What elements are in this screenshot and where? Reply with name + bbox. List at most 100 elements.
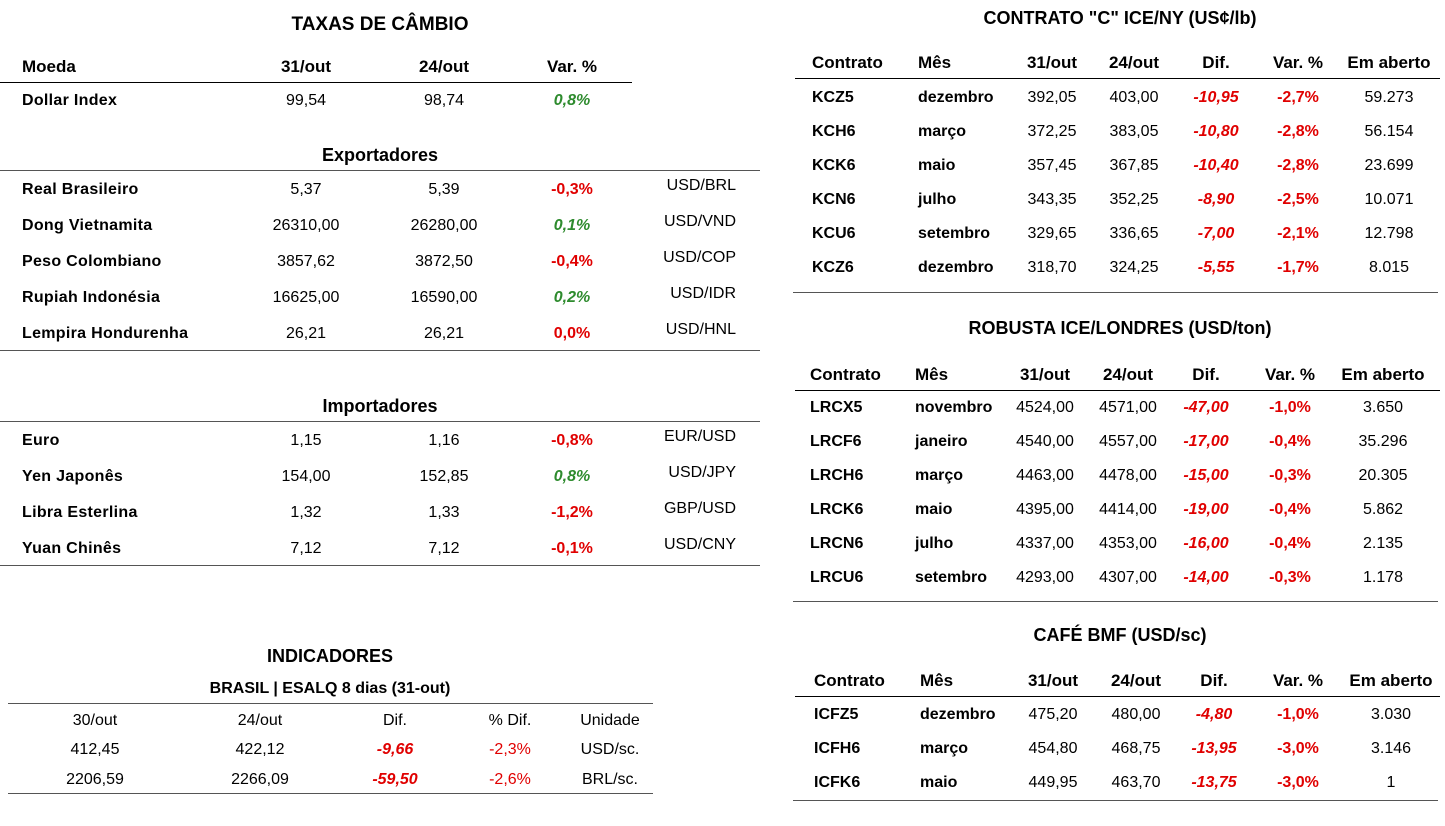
cell-3: 480,00: [1111, 706, 1161, 723]
currency-pair: USD/IDR: [670, 285, 736, 302]
cell-1: maio: [918, 157, 956, 174]
cell-1: maio: [915, 501, 953, 518]
currency-name: Yuan Chinês: [22, 540, 122, 557]
cell-2: 318,70: [1027, 259, 1077, 276]
cell-4: -10,80: [1193, 123, 1239, 140]
value-31-out: 26310,00: [272, 217, 340, 234]
exporters-title: Exportadores: [321, 145, 439, 165]
indicators-header-cell: 24/out: [237, 712, 283, 729]
cell-0: LRCU6: [810, 569, 864, 586]
cell-3: 383,05: [1109, 123, 1159, 140]
header-moeda: Moeda: [22, 57, 76, 76]
robusta-row: LRCH6 março 4463,00 4478,00 -15,00 -0,3% 20.30…: [0, 463, 1445, 489]
fx-row: Yuan Chinês 7,12 7,12 -0,1% USD/CNY: [0, 536, 760, 562]
header-0: Contrato: [814, 671, 885, 690]
ice_ny-header-divider: [795, 78, 1440, 79]
cell-2: 4524,00: [1016, 399, 1074, 416]
value-24-out: 26280,00: [410, 217, 478, 234]
var-percent: -0,8%: [551, 432, 593, 449]
value-31-out: 3857,62: [277, 253, 335, 270]
cell-3: 403,00: [1109, 89, 1159, 106]
indicators-cell: USD/sc.: [580, 741, 640, 758]
cell-4: -8,90: [1197, 191, 1235, 208]
importers-bottom-divider: [0, 565, 760, 566]
cell-6: 8.015: [1368, 259, 1410, 276]
ice_ny-row: KCZ5 dezembro 392,05 403,00 -10,95 -2,7% 59.27…: [0, 85, 1445, 111]
value-31-out: 154,00: [281, 468, 331, 485]
cell-1: setembro: [915, 569, 988, 586]
var-percent: -0,1%: [551, 540, 593, 557]
cell-1: dezembro: [918, 89, 994, 106]
cell-1: março: [920, 740, 969, 757]
currency-pair: USD/VND: [663, 213, 736, 230]
cell-2: 4540,00: [1016, 433, 1074, 450]
cell-1: março: [918, 123, 967, 140]
cell-0: KCZ6: [812, 259, 854, 276]
cell-1: março: [915, 467, 964, 484]
fx-header-divider: [0, 82, 632, 83]
cell-5: -2,8%: [1277, 157, 1319, 174]
var-percent: -1,2%: [551, 504, 593, 521]
header-6: Em aberto: [1349, 671, 1433, 690]
cell-5: -0,3%: [1269, 569, 1311, 586]
robusta-title: ROBUSTA ICE/LONDRES (USD/ton): [968, 318, 1272, 338]
cell-4: -19,00: [1183, 501, 1229, 518]
cell-0: ICFK6: [814, 774, 861, 791]
ice_ny-row: KCN6 julho 343,35 352,25 -8,90 -2,5% 10.071: [0, 187, 1445, 213]
fx-row: Dong Vietnamita 26310,00 26280,00 0,1% USD/V…: [0, 213, 760, 239]
fx-row-dollar-index: Dollar Index 99,54 98,74 0,8%: [0, 88, 760, 114]
cell-3: 4353,00: [1099, 535, 1157, 552]
header-3: 24/out: [1110, 671, 1162, 690]
header-0: Contrato: [810, 365, 881, 384]
cell-1: setembro: [918, 225, 991, 242]
cell-4: -13,95: [1191, 740, 1237, 757]
cell-1: julho: [915, 535, 954, 552]
indicators-bottom-divider: [8, 793, 653, 794]
value-24-out: 16590,00: [410, 289, 478, 306]
cell-0: LRCK6: [810, 501, 864, 518]
cell-0: LRCN6: [810, 535, 864, 552]
currency-pair: USD/BRL: [666, 177, 736, 194]
cell-4: -15,00: [1183, 467, 1229, 484]
value-24-out: 1,33: [428, 504, 460, 521]
robusta-row: LRCX5 novembro 4524,00 4571,00 -47,00 -1,0% 3.…: [0, 395, 1445, 421]
cell-0: LRCH6: [810, 467, 864, 484]
robusta-row: LRCF6 janeiro 4540,00 4557,00 -17,00 -0,4% 35.…: [0, 429, 1445, 455]
value-31-out: 7,12: [290, 540, 322, 557]
value-24-out: 1,16: [428, 432, 460, 449]
cell-3: 324,25: [1109, 259, 1159, 276]
bmf-row: ICFK6 maio 449,95 463,70 -13,75 -3,0% 1: [0, 770, 1445, 796]
cell-6: 2.135: [1362, 535, 1404, 552]
header-date-1: 31/out: [280, 57, 332, 76]
cell-3: 463,70: [1111, 774, 1161, 791]
currency-name: Dollar Index: [22, 92, 118, 109]
cell-6: 23.699: [1364, 157, 1414, 174]
var-percent: -0,3%: [551, 181, 593, 198]
header-2: 31/out: [1026, 53, 1078, 72]
fx-row: Rupiah Indonésia 16625,00 16590,00 0,2% USD/…: [0, 285, 760, 311]
cell-4: -10,40: [1193, 157, 1239, 174]
cell-1: julho: [918, 191, 957, 208]
cell-5: -0,3%: [1269, 467, 1311, 484]
cell-6: 3.030: [1370, 706, 1412, 723]
cell-3: 336,65: [1109, 225, 1159, 242]
ice_ny-header-row: Contrato Mês 31/out 24/out Dif. Var. % Em aber…: [0, 50, 1445, 76]
indicators-row: 412,45 422,12 -9,66 -2,3% USD/sc.: [0, 737, 660, 763]
cell-4: -7,00: [1197, 225, 1235, 242]
indicators-subtitle: BRASIL | ESALQ 8 dias (31-out): [209, 680, 451, 697]
cell-6: 5.862: [1362, 501, 1404, 518]
currency-name: Lempira Hondurenha: [22, 325, 189, 342]
header-1: Mês: [915, 365, 949, 384]
cell-4: -17,00: [1183, 433, 1229, 450]
cell-1: maio: [920, 774, 958, 791]
ice-ny-title: CONTRATO "C" ICE/NY (US¢/lb): [983, 8, 1257, 28]
cell-5: -2,5%: [1277, 191, 1319, 208]
indicators-divider: [8, 703, 653, 704]
bmf-row: ICFZ5 dezembro 475,20 480,00 -4,80 -1,0% 3.030: [0, 702, 1445, 728]
cell-4: -47,00: [1183, 399, 1229, 416]
ice_ny-row: KCK6 maio 357,45 367,85 -10,40 -2,8% 23.699: [0, 153, 1445, 179]
fx-row: Lempira Hondurenha 26,21 26,21 0,0% USD/HNL: [0, 321, 760, 347]
robusta-header-divider: [795, 390, 1440, 391]
header-3: 24/out: [1102, 365, 1154, 384]
value-31-out: 26,21: [285, 325, 327, 342]
